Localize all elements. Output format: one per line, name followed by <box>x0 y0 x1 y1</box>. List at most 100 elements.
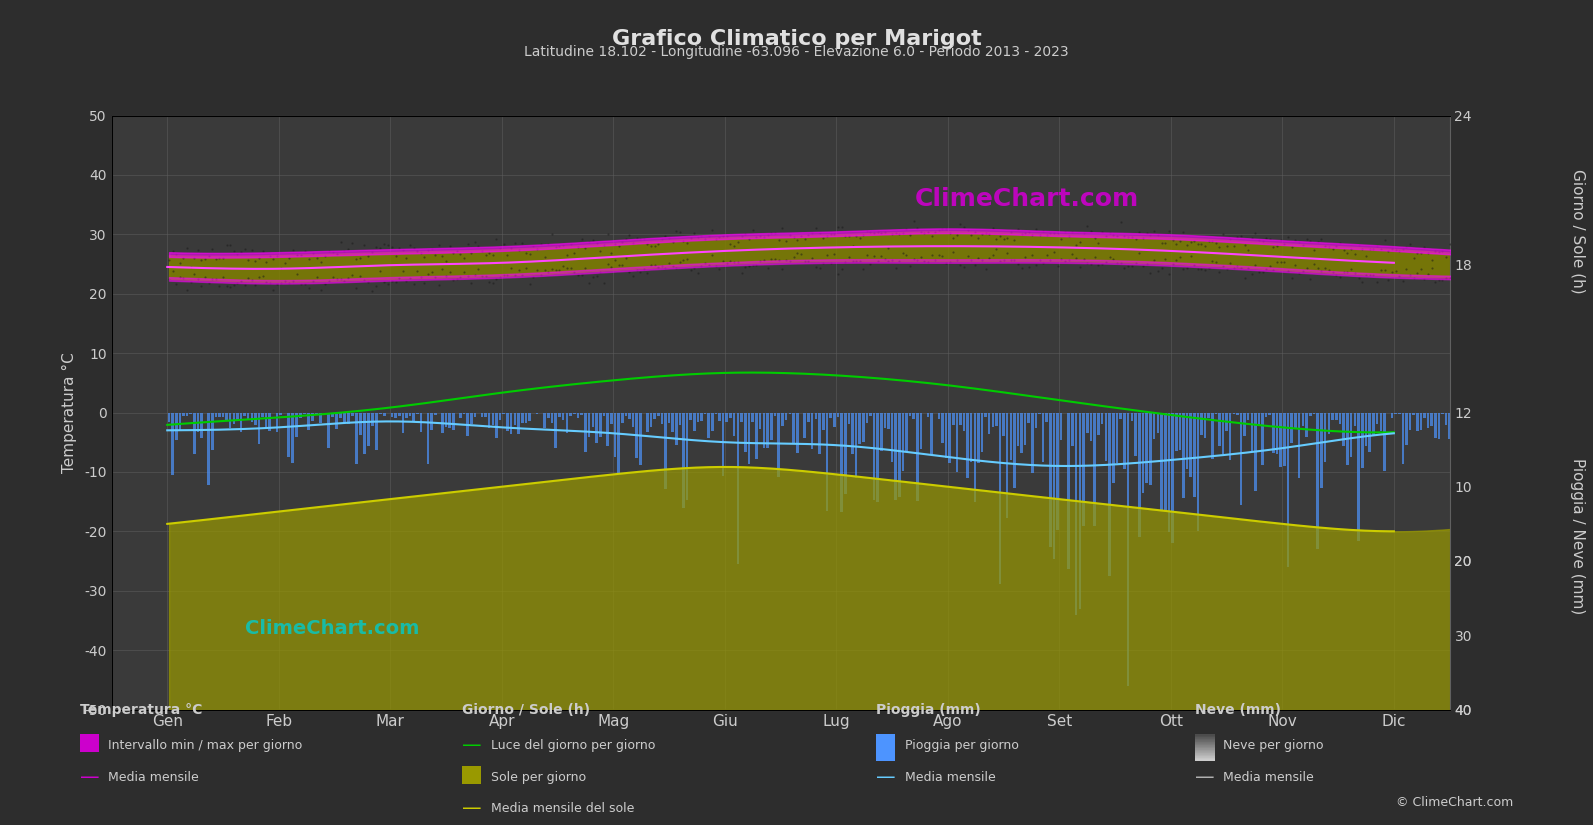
Point <box>789 229 814 243</box>
Point <box>1149 236 1174 249</box>
Point <box>546 239 572 252</box>
Point <box>513 262 538 275</box>
Bar <box>558 412 561 417</box>
Bar <box>1137 412 1141 537</box>
Point <box>951 260 977 273</box>
Point <box>193 252 218 266</box>
Point <box>1023 222 1048 235</box>
Point <box>908 251 933 264</box>
Point <box>965 231 991 244</box>
Bar <box>1376 412 1378 424</box>
Bar <box>507 412 508 431</box>
Point <box>616 228 642 241</box>
Point <box>355 276 381 289</box>
Bar <box>707 412 710 437</box>
Bar <box>996 412 997 426</box>
Point <box>1064 238 1090 252</box>
Bar <box>825 412 828 511</box>
Point <box>800 252 825 265</box>
Point <box>1236 261 1262 274</box>
Bar <box>1013 412 1016 488</box>
Bar <box>1098 412 1099 435</box>
Point <box>1211 259 1236 272</box>
Text: Luce del giorno per giorno: Luce del giorno per giorno <box>491 739 655 752</box>
Point <box>156 254 182 267</box>
Point <box>1222 239 1247 252</box>
Bar <box>1131 412 1133 422</box>
Point <box>1451 270 1477 283</box>
Point <box>911 226 937 239</box>
Bar <box>182 412 185 416</box>
Point <box>253 276 279 289</box>
Bar <box>656 412 660 416</box>
Point <box>800 226 825 239</box>
Point <box>1411 240 1437 253</box>
Bar <box>693 412 696 431</box>
Point <box>521 239 546 252</box>
Point <box>1137 229 1163 242</box>
Bar <box>870 412 871 417</box>
Point <box>1118 259 1144 272</box>
Point <box>857 226 883 239</box>
Point <box>610 258 636 271</box>
Point <box>580 271 605 284</box>
Point <box>336 271 362 285</box>
Point <box>613 252 639 265</box>
Point <box>524 243 550 256</box>
Point <box>233 279 258 292</box>
Point <box>725 235 750 248</box>
Point <box>1067 235 1093 248</box>
Point <box>758 252 784 266</box>
Bar <box>1456 412 1458 464</box>
Bar <box>822 412 825 430</box>
Bar <box>339 412 342 418</box>
Point <box>352 238 378 251</box>
Point <box>1335 266 1360 279</box>
Point <box>210 271 236 284</box>
Bar <box>1462 412 1466 417</box>
Point <box>583 236 609 249</box>
Point <box>1023 258 1048 271</box>
Point <box>1372 264 1397 277</box>
Bar <box>1405 412 1408 445</box>
Bar <box>755 412 758 459</box>
Point <box>699 249 725 262</box>
Point <box>1462 252 1488 265</box>
Point <box>363 241 389 254</box>
Point <box>959 253 984 266</box>
Bar <box>264 412 268 427</box>
Bar <box>502 412 505 414</box>
Point <box>1394 262 1419 276</box>
Point <box>1182 235 1207 248</box>
Point <box>1027 253 1053 266</box>
Bar <box>1368 412 1372 452</box>
Bar <box>1214 412 1217 414</box>
Point <box>631 233 656 246</box>
Point <box>674 252 699 266</box>
Bar <box>1082 412 1085 526</box>
Bar <box>546 412 550 418</box>
Point <box>803 221 828 234</box>
Point <box>221 279 247 292</box>
Point <box>499 262 524 275</box>
Point <box>1070 252 1096 266</box>
Bar <box>785 412 787 420</box>
Point <box>507 263 532 276</box>
Point <box>991 233 1016 246</box>
Point <box>1357 243 1383 256</box>
Bar <box>303 412 306 414</box>
Text: Neve per giorno: Neve per giorno <box>1223 739 1324 752</box>
Point <box>1160 257 1185 271</box>
Bar <box>1265 412 1268 417</box>
Point <box>1372 233 1397 247</box>
Point <box>228 246 253 259</box>
Point <box>1327 237 1352 250</box>
Point <box>292 244 317 257</box>
Point <box>973 226 999 239</box>
Point <box>999 225 1024 238</box>
Bar <box>221 412 225 417</box>
Point <box>1440 270 1466 283</box>
Point <box>1448 274 1474 287</box>
Bar <box>424 412 425 413</box>
Point <box>781 230 806 243</box>
